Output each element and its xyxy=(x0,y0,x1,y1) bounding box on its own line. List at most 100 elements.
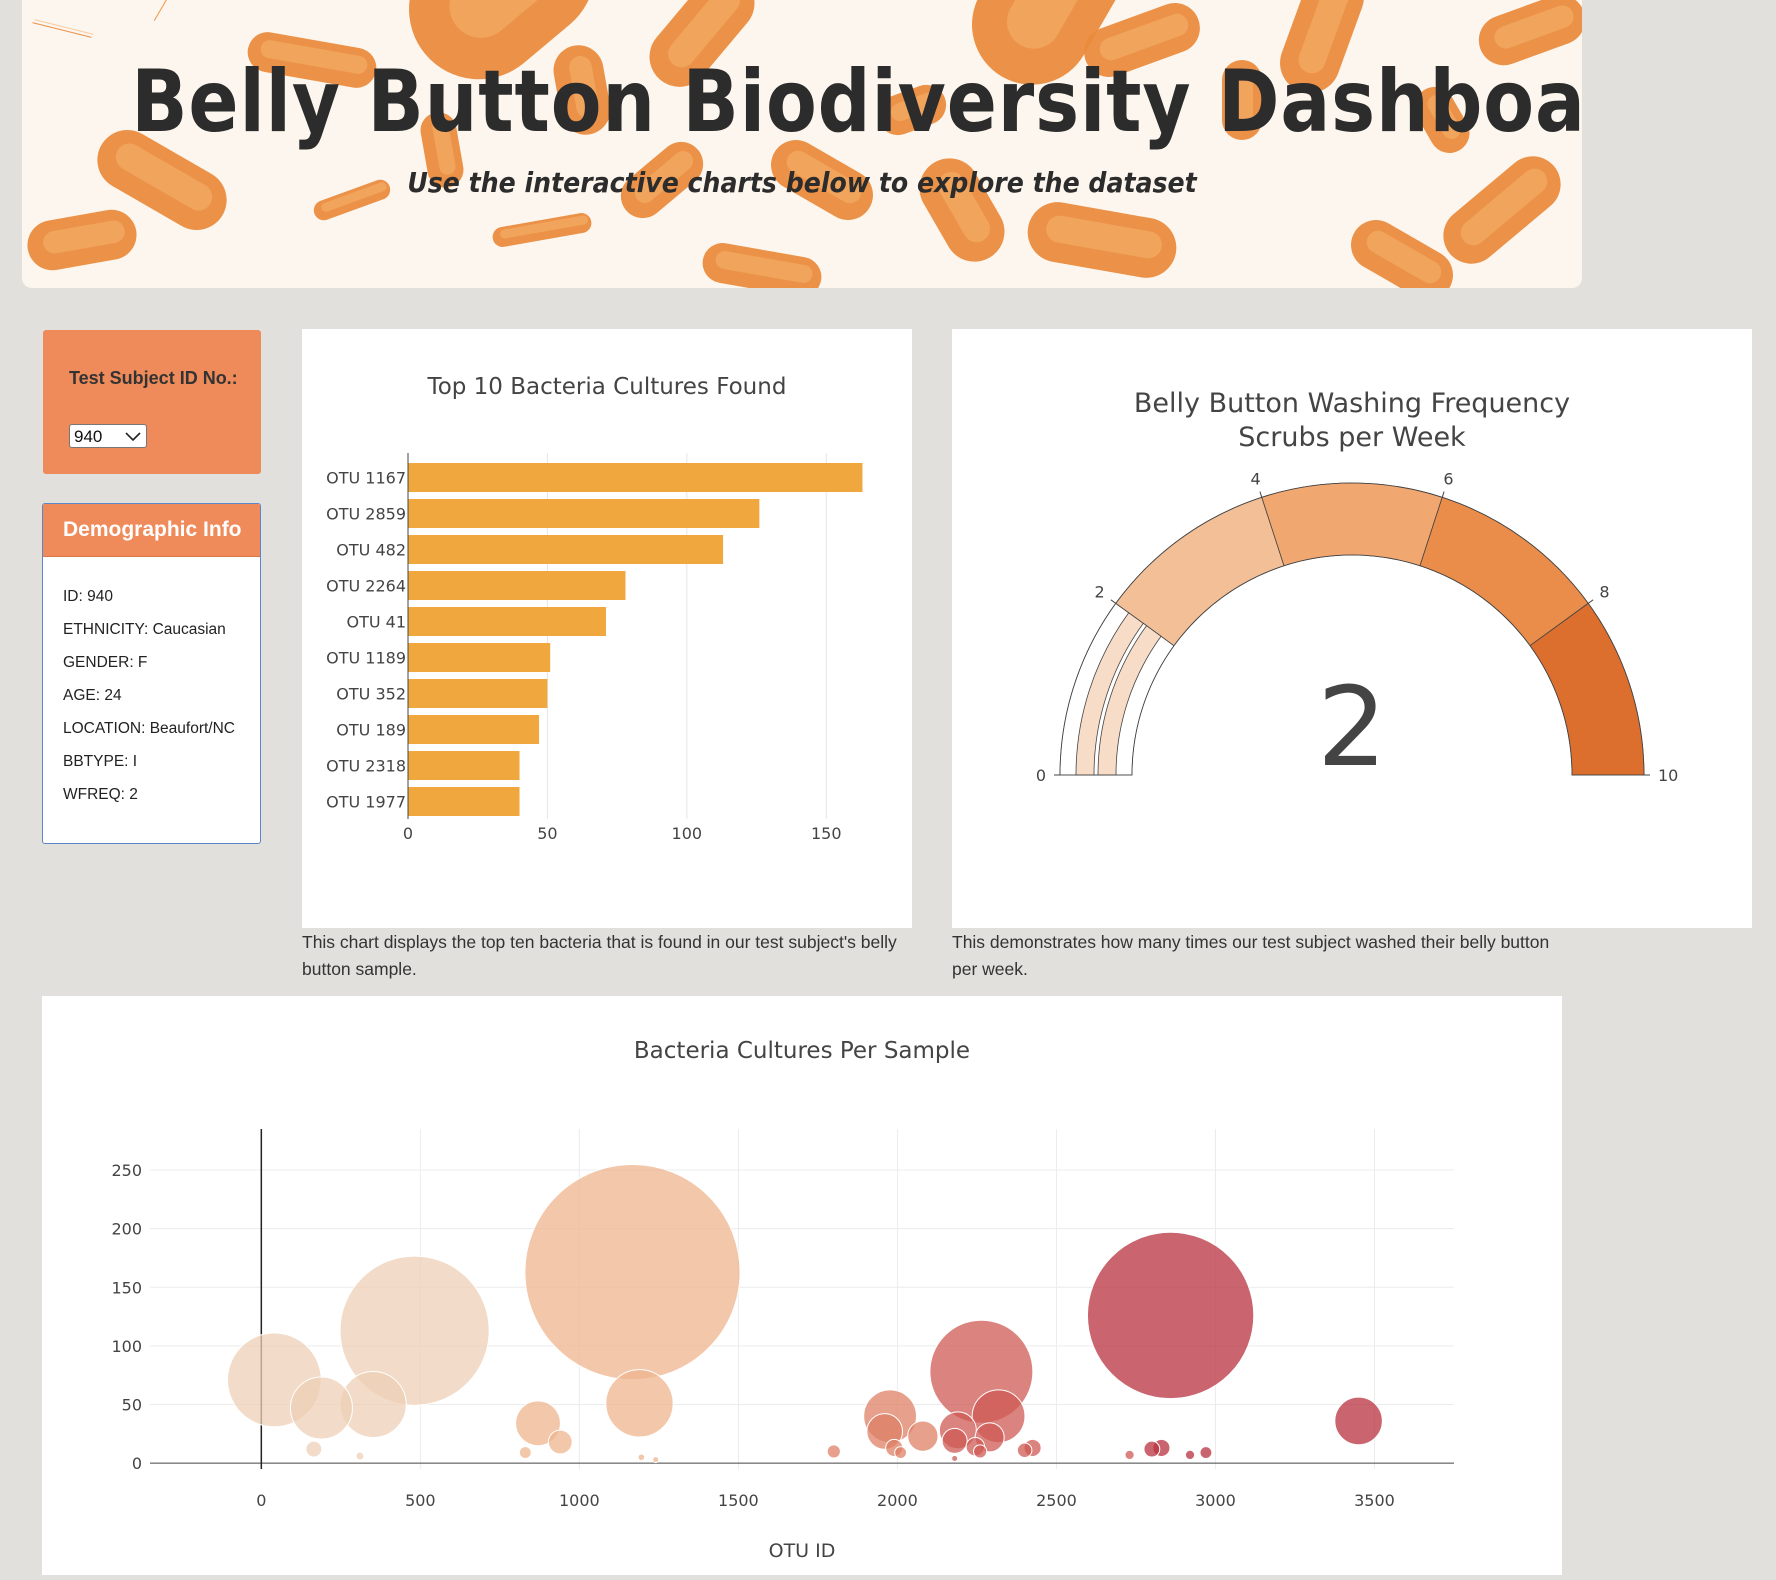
bubble-point[interactable] xyxy=(1016,1442,1033,1459)
bacterium-highlight xyxy=(938,171,990,243)
bubble-point[interactable] xyxy=(941,1427,968,1454)
bubble-point[interactable] xyxy=(1184,1449,1196,1461)
bubble-point[interactable] xyxy=(547,1429,573,1455)
bar[interactable] xyxy=(408,715,540,744)
bacterium-highlight xyxy=(156,0,168,18)
bar[interactable] xyxy=(408,787,520,816)
bubble-point[interactable] xyxy=(973,1444,988,1459)
bubble-point[interactable] xyxy=(289,1376,353,1440)
gauge-chart-caption: This demonstrates how many times our tes… xyxy=(952,932,1550,979)
gauge-band xyxy=(1261,482,1443,567)
bubble-point[interactable] xyxy=(1086,1231,1255,1400)
bar[interactable] xyxy=(408,643,551,672)
bubble-point[interactable] xyxy=(907,1420,939,1452)
y-tick-label: 50 xyxy=(122,1396,142,1415)
x-tick-label: 100 xyxy=(672,824,703,843)
bubble-point[interactable] xyxy=(339,1255,490,1406)
bar[interactable] xyxy=(408,751,520,780)
bar-chart-title: Top 10 Bacteria Cultures Found xyxy=(427,374,787,400)
subject-id-value: 940 xyxy=(74,427,103,446)
bar-chart[interactable]: Top 10 Bacteria Cultures Found 0 50 100 150 O… xyxy=(302,329,912,928)
bubble-point[interactable] xyxy=(605,1369,674,1438)
bar-chart-caption: This chart displays the top ten bacteria… xyxy=(302,932,897,979)
x-tick-label: 0 xyxy=(403,824,413,843)
bubble-point[interactable] xyxy=(515,1400,561,1447)
gauge-tick-label: 8 xyxy=(1599,583,1609,602)
bubble-point[interactable] xyxy=(524,1163,741,1381)
gauge-outline xyxy=(1059,482,1645,776)
y-tick-label: OTU 482 xyxy=(336,541,406,560)
bacterium-highlight xyxy=(432,119,456,175)
gauge-subtitle: Scrubs per Week xyxy=(1238,422,1466,453)
y-tick-label: 0 xyxy=(132,1454,142,1473)
bubble-point[interactable] xyxy=(1143,1440,1161,1458)
x-tick-label: 3500 xyxy=(1354,1491,1395,1510)
bacterium-highlight xyxy=(1460,168,1548,246)
gauge-tick xyxy=(1441,491,1445,498)
bar[interactable] xyxy=(408,571,626,600)
bubble-point[interactable] xyxy=(1334,1396,1383,1446)
bubble-chart-card: Bacteria Cultures Per Sample 0 500 1000 1500… xyxy=(42,996,1562,1575)
y-tick-label: OTU 1977 xyxy=(326,793,406,812)
page-title: Belly Button Biodiversity Dashboard xyxy=(131,52,1582,152)
gauge-value: 2 xyxy=(1317,663,1387,791)
x-axis-label: OTU ID xyxy=(769,1540,836,1562)
subject-selector-panel: Test Subject ID No.: 940 xyxy=(43,330,261,474)
bacterium-highlight xyxy=(260,40,368,74)
x-tick-label: 500 xyxy=(405,1491,436,1510)
x-tick-label: 1500 xyxy=(718,1491,759,1510)
demographic-info-list: ID: 940 ETHNICITY: Caucasian GENDER: F AGE:… xyxy=(63,588,253,819)
bubble-point[interactable] xyxy=(305,1440,323,1458)
chevron-down-icon xyxy=(125,432,141,442)
gauge-tick-label: 10 xyxy=(1658,766,1678,785)
x-tick-label: 150 xyxy=(811,824,842,843)
bubble-point[interactable] xyxy=(1124,1449,1135,1461)
bubble-point[interactable] xyxy=(951,1454,959,1462)
bacterium-highlight xyxy=(43,220,125,254)
demographic-info-title: Demographic Info xyxy=(43,504,260,557)
bubble-point[interactable] xyxy=(1199,1446,1213,1460)
bacteria-background-image xyxy=(27,0,1582,288)
bubble-point[interactable] xyxy=(637,1453,646,1462)
y-tick-label: OTU 1189 xyxy=(326,649,406,668)
bar[interactable] xyxy=(408,607,606,636)
bubble-point[interactable] xyxy=(652,1456,660,1464)
bacterium-highlight xyxy=(34,19,94,35)
subject-selector-label: Test Subject ID No.: xyxy=(69,368,238,388)
bacterium-highlight xyxy=(634,151,694,203)
demographic-row: AGE: 24 xyxy=(63,687,122,704)
gauge-tick xyxy=(1259,491,1263,498)
x-tick-label: 50 xyxy=(537,824,557,843)
bubble-point[interactable] xyxy=(518,1446,532,1460)
bacterium-highlight xyxy=(1366,230,1442,284)
bubble-point[interactable] xyxy=(355,1451,365,1461)
bacterium-highlight xyxy=(1427,95,1461,139)
gauge-value-bar-inner xyxy=(1093,622,1148,776)
bar[interactable] xyxy=(408,499,760,528)
y-tick-label: OTU 352 xyxy=(336,685,406,704)
bubble-point[interactable] xyxy=(894,1446,908,1460)
demographic-row: WFREQ: 2 xyxy=(63,786,138,803)
bacterium-highlight xyxy=(786,150,862,204)
demographic-row: ID: 940 xyxy=(63,588,113,605)
demographic-row: ETHNICITY: Caucasian xyxy=(63,621,226,638)
bacterium-highlight xyxy=(1298,0,1349,74)
y-tick-label: 100 xyxy=(111,1337,142,1356)
y-tick-label: 250 xyxy=(111,1161,142,1180)
subject-id-select[interactable]: 940 xyxy=(69,424,147,448)
bacterium-highlight xyxy=(115,143,213,211)
bacterium-highlight xyxy=(449,0,538,38)
bar[interactable] xyxy=(408,463,863,492)
gauge-tick xyxy=(1587,599,1594,604)
bar[interactable] xyxy=(408,679,548,708)
y-tick-label: OTU 2318 xyxy=(326,757,406,776)
gauge-tick-label: 4 xyxy=(1250,469,1260,488)
bacterium-shape xyxy=(154,0,167,21)
gauge-title: Belly Button Washing Frequency xyxy=(1134,388,1570,419)
bacterium-highlight xyxy=(1046,215,1162,259)
x-tick-label: 3000 xyxy=(1195,1491,1236,1510)
bubble-point[interactable] xyxy=(826,1444,841,1459)
bar[interactable] xyxy=(408,535,724,564)
